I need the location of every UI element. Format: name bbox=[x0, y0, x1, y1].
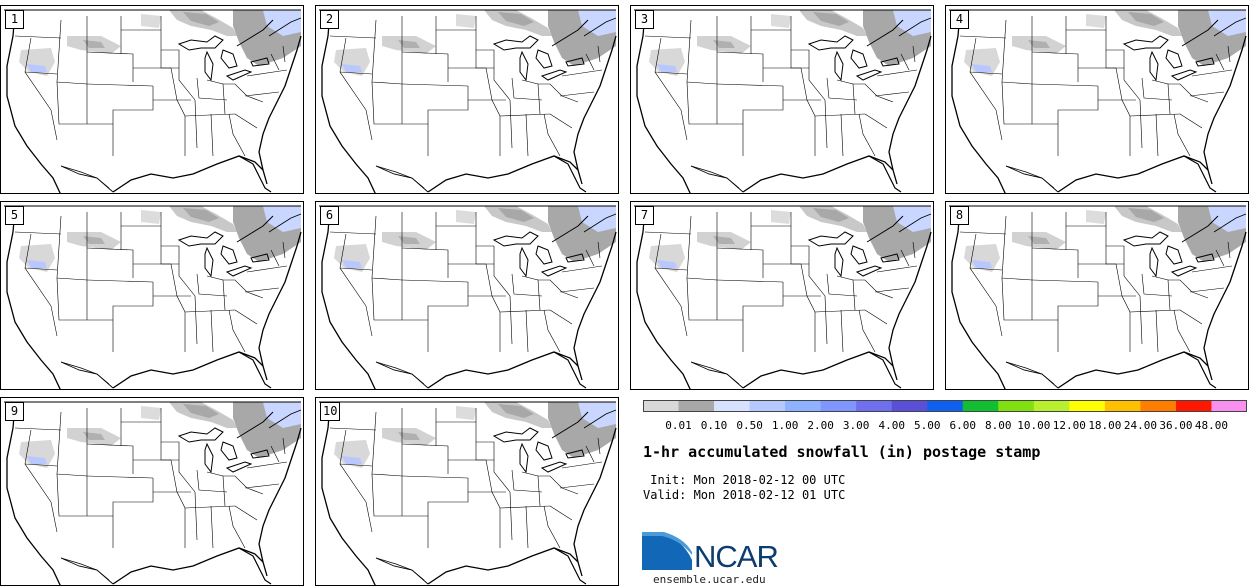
colorbar-tick-label: 18.00 bbox=[1088, 419, 1122, 432]
member-panel[interactable]: 4 bbox=[945, 5, 1249, 194]
colorbar-tick-label: 36.00 bbox=[1159, 419, 1193, 432]
colorbar-tick-label: 24.00 bbox=[1123, 419, 1157, 432]
member-number: 5 bbox=[5, 206, 24, 225]
member-number: 6 bbox=[320, 206, 339, 225]
member-panel[interactable]: 6 bbox=[315, 201, 619, 390]
ncar-logo-text: NCAR bbox=[694, 539, 779, 574]
colorbar-swatch bbox=[714, 400, 750, 412]
colorbar-swatch bbox=[856, 400, 893, 412]
us-map bbox=[633, 205, 932, 389]
colorbar-swatch bbox=[1069, 400, 1106, 412]
member-number: 4 bbox=[950, 10, 969, 29]
colorbar-tick-label: 0.50 bbox=[736, 419, 763, 432]
ncar-logo-icon bbox=[642, 532, 692, 570]
colorbar-tick-label: 48.00 bbox=[1194, 419, 1229, 432]
member-number: 3 bbox=[635, 10, 654, 29]
colorbar-tick-label: 5.00 bbox=[913, 419, 941, 432]
colorbar-tick-label: 3.00 bbox=[842, 419, 870, 432]
colorbar-tick-label: 1.00 bbox=[771, 419, 799, 432]
member-panel[interactable]: 9 bbox=[0, 397, 304, 586]
us-map bbox=[948, 205, 1247, 389]
us-map bbox=[3, 9, 302, 193]
us-map bbox=[633, 9, 932, 193]
colorbar-swatch bbox=[1033, 400, 1070, 412]
member-number: 10 bbox=[320, 402, 341, 421]
colorbar-swatch bbox=[998, 400, 1035, 412]
colorbar-swatch bbox=[891, 400, 928, 412]
colorbar-swatch bbox=[749, 400, 786, 412]
colorbar-swatch bbox=[927, 400, 964, 412]
member-number: 8 bbox=[950, 206, 969, 225]
colorbar-swatch bbox=[962, 400, 999, 412]
member-number: 9 bbox=[5, 402, 24, 421]
colorbar-tick-label: 12.00 bbox=[1052, 419, 1086, 432]
us-map bbox=[318, 9, 617, 193]
colorbar-swatch bbox=[820, 400, 857, 412]
member-panel[interactable]: 7 bbox=[630, 201, 934, 390]
member-panel[interactable]: 8 bbox=[945, 201, 1249, 390]
colorbar-swatch bbox=[1211, 400, 1247, 412]
figure-title: 1-hr accumulated snowfall (in) postage s… bbox=[643, 443, 1041, 461]
colorbar-swatch bbox=[678, 400, 715, 412]
colorbar-swatch bbox=[643, 400, 679, 412]
colorbar-swatch bbox=[785, 400, 822, 412]
member-panel[interactable]: 10 bbox=[315, 397, 619, 586]
member-panel[interactable]: 5 bbox=[0, 201, 304, 390]
colorbar-tick-label: 0.10 bbox=[700, 419, 728, 432]
us-map bbox=[3, 401, 302, 585]
us-map bbox=[3, 205, 302, 389]
member-panel[interactable]: 2 bbox=[315, 5, 619, 194]
valid-time: Valid: Mon 2018-02-12 01 UTC bbox=[643, 488, 846, 502]
us-map bbox=[318, 205, 617, 389]
site-url[interactable]: ensemble.ucar.edu bbox=[653, 573, 766, 586]
colorbar-tick-label: 2.00 bbox=[807, 419, 834, 432]
colorbar-tick-label: 6.00 bbox=[949, 419, 977, 432]
colorbar-tick-label: 10.00 bbox=[1017, 419, 1051, 432]
member-panel[interactable]: 1 bbox=[0, 5, 304, 194]
colorbar-swatch bbox=[1175, 400, 1212, 412]
colorbar-swatch bbox=[1104, 400, 1141, 412]
us-map bbox=[318, 401, 617, 585]
colorbar-swatch bbox=[1140, 400, 1177, 412]
us-map bbox=[948, 9, 1247, 193]
member-number: 7 bbox=[635, 206, 654, 225]
colorbar-tick-label: 0.01 bbox=[665, 419, 692, 432]
colorbar-tick-label: 4.00 bbox=[878, 419, 905, 432]
init-time: Init: Mon 2018-02-12 00 UTC bbox=[643, 473, 846, 487]
member-panel[interactable]: 3 bbox=[630, 5, 934, 194]
member-number: 1 bbox=[5, 10, 24, 29]
colorbar bbox=[643, 400, 1247, 412]
member-number: 2 bbox=[320, 10, 339, 29]
colorbar-tick-label: 8.00 bbox=[985, 419, 1012, 432]
colorbar-frame bbox=[643, 400, 1247, 412]
